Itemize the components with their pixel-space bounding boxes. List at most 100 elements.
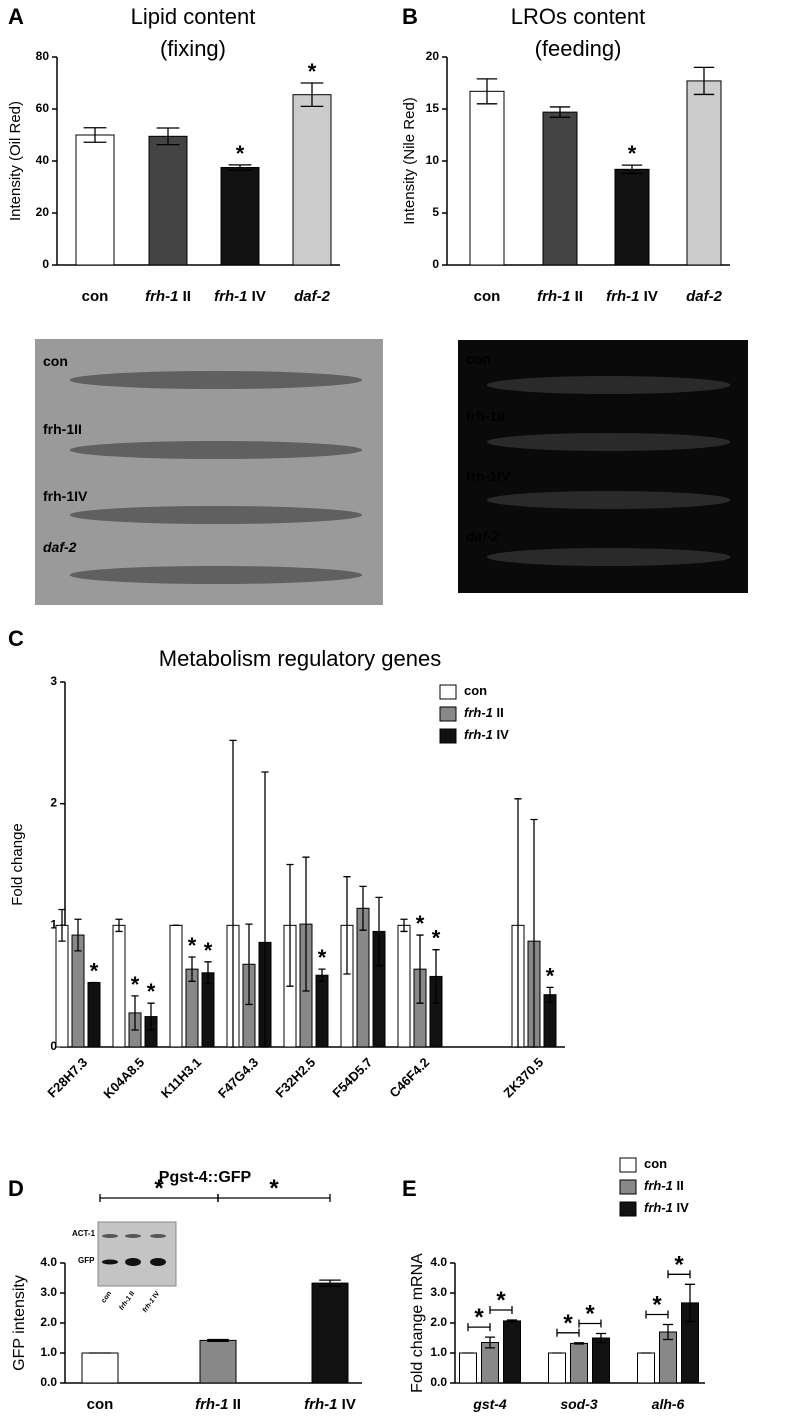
y-tick-label: 3 [50,674,57,688]
bar [71,934,85,1048]
y-tick-label: 4.0 [430,1255,447,1269]
error-bar [302,856,310,992]
significance-star: * [131,972,140,997]
legend-swatch [439,684,457,700]
chart-title: LROs content [511,4,646,29]
error-bar [684,1283,696,1323]
chart-title: (fixing) [160,36,226,61]
worm [69,566,363,584]
x-tick-label: F47G4.3 [215,1055,261,1101]
x-tick-label: F28H7.3 [45,1055,91,1101]
significance-star: * [308,59,317,84]
worm [69,371,363,389]
error-bar [286,863,294,987]
legend-label: con [464,683,487,698]
significance-star: * [416,911,425,936]
x-tick-label: con [474,288,501,305]
error-bar [359,885,367,931]
panel-letter: C [8,626,24,651]
bar [686,80,722,266]
x-tick-label: F32H2.5 [273,1055,319,1101]
blot-band [125,1234,141,1238]
significance-star: * [496,1287,506,1314]
x-tick-label: C46F4.2 [387,1055,433,1101]
significance-bracket [578,1319,602,1328]
error-bar [131,995,139,1031]
significance-star: * [585,1301,595,1328]
significance-star: * [188,933,197,958]
y-tick-label: 2.0 [430,1315,447,1329]
x-tick-label: ZK370.5 [501,1055,547,1101]
bar [503,1320,521,1384]
x-tick-label: frh-1 IV [304,1396,356,1413]
y-tick-label: 20 [36,205,50,219]
significance-star: * [563,1310,573,1337]
bar [637,1352,655,1384]
y-tick-label: 10 [426,153,440,167]
error-bar [400,918,408,933]
image-label: frh-1IV [43,488,88,504]
y-tick-label: 0 [42,257,49,271]
x-tick-label: daf-2 [294,288,330,305]
error-bar [204,961,212,985]
y-axis-label: Intensity (Oil Red) [7,101,24,221]
error-bar [662,1323,674,1341]
bar [169,924,183,1048]
blot-band [125,1258,141,1266]
error-bar [147,1002,155,1031]
significance-star: * [154,1175,164,1202]
chart-title: Pgst-4::GFP [159,1169,252,1186]
bar [542,111,578,266]
y-tick-label: 15 [426,101,440,115]
worm [487,548,731,566]
legend-swatch [619,1179,637,1195]
legend-label: frh-1 IV [644,1200,689,1215]
bar [87,982,101,1048]
panel-letter: E [402,1176,417,1201]
bar [292,94,332,266]
error-bar [416,934,424,1004]
y-tick-label: 60 [36,101,50,115]
error-bar [319,1279,341,1287]
error-bar [115,918,123,933]
blot-band [150,1258,166,1266]
error-bar [621,164,643,175]
legend-label: frh-1 II [464,705,504,720]
legend-label: con [644,1156,667,1171]
bar [570,1342,588,1384]
significance-star: * [432,925,441,950]
chart-title: Lipid content [131,4,256,29]
significance-star: * [269,1175,279,1202]
significance-bracket [467,1323,491,1332]
y-tick-label: 0 [432,257,439,271]
y-tick-label: 20 [426,49,440,63]
x-tick-label: frh-1 II [145,288,191,305]
y-tick-label: 4.0 [40,1255,57,1269]
bar [592,1337,610,1384]
y-tick-label: 40 [36,153,50,167]
error-bar [514,798,522,1048]
significance-star: * [546,963,555,988]
bar [75,134,115,266]
significance-star: * [147,979,156,1004]
legend-swatch [619,1201,637,1217]
significance-star: * [652,1292,662,1319]
error-bar [261,771,269,1048]
significance-bracket [645,1310,669,1319]
inset-label: con [100,1290,113,1304]
bar [315,974,329,1048]
x-tick-label: K11H3.1 [158,1055,204,1101]
image-label: frh-1II [466,408,505,424]
x-tick-label: con [87,1396,114,1413]
error-bar [549,106,571,118]
error-bar [318,968,326,982]
legend-swatch [619,1157,637,1173]
legend-swatch [439,706,457,722]
y-axis-label: Fold change mRNA [409,1253,426,1393]
inset-label: ACT-1 [72,1229,96,1238]
x-tick-label: frh-1 II [195,1396,241,1413]
blot-band [102,1234,118,1238]
worm [487,376,731,394]
y-axis-label: Fold change [9,823,26,906]
